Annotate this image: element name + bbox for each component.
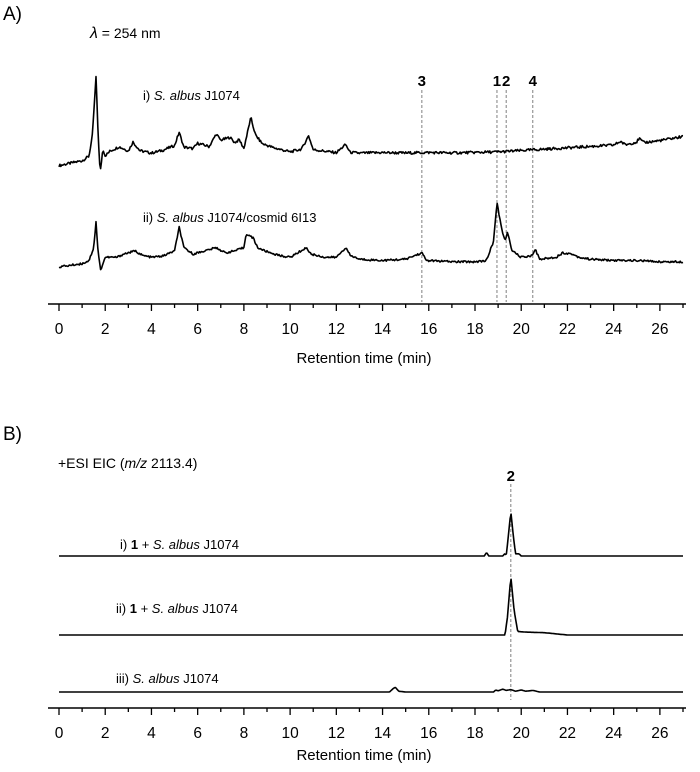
wavelength-value: = 254 nm <box>98 25 161 41</box>
panel-b-trace-i <box>59 513 683 557</box>
trace-label-part: 1 <box>131 537 138 552</box>
trace-label-part: S. albus <box>133 671 180 686</box>
x-tick-label: 0 <box>55 321 64 338</box>
panel-b-label: B) <box>3 424 22 445</box>
peak-label: 3 <box>418 73 426 90</box>
x-tick-label: 26 <box>651 725 668 742</box>
x-tick-label: 24 <box>605 725 623 742</box>
x-tick-label: 10 <box>281 725 299 742</box>
trace-label-part: J1074/cosmid 6I13 <box>204 210 317 225</box>
panel-b-x-ticks: 0 2 4 6 8 10 12 14 16 18 20 22 24 26 <box>55 708 684 742</box>
trace-label-part: J1074 <box>201 88 240 103</box>
panel-a-trace-ii <box>58 202 684 271</box>
x-tick-label: 12 <box>328 321 345 338</box>
trace-label-part: S. albus <box>152 601 199 616</box>
x-tick-label: 0 <box>55 725 64 742</box>
annotation-part: +ESI EIC ( <box>58 455 125 471</box>
wavelength-annotation: λ = 254 nm <box>89 25 161 42</box>
panel-b-trace-label-iii: iii) S. albus J1074 <box>116 671 219 686</box>
x-tick-label: 8 <box>240 321 249 338</box>
trace-label-part: iii) <box>116 671 133 686</box>
trace-label-part: S. albus <box>154 88 201 103</box>
x-tick-label: 16 <box>420 321 437 338</box>
x-tick-label: 4 <box>147 321 156 338</box>
x-tick-label: 14 <box>374 321 392 338</box>
x-tick-label: 24 <box>605 321 623 338</box>
x-tick-label: 22 <box>559 321 576 338</box>
x-tick-label: 6 <box>193 725 202 742</box>
panel-a-trace-label-i: i) S. albus J1074 <box>143 88 240 103</box>
trace-label-part: S. albus <box>153 537 200 552</box>
trace-label-part: 1 <box>130 601 137 616</box>
trace-label-part: + <box>138 537 153 552</box>
panel-b-reference-lines: 2 <box>507 468 515 700</box>
trace-label-part: J1074 <box>200 537 239 552</box>
x-tick-label: 4 <box>147 725 156 742</box>
x-tick-label: 2 <box>101 725 110 742</box>
x-tick-label: 2 <box>101 321 110 338</box>
trace-label-part: i) <box>120 537 131 552</box>
x-tick-label: 20 <box>513 725 531 742</box>
x-tick-label: 18 <box>466 321 483 338</box>
panel-b-x-axis-title: Retention time (min) <box>296 747 431 764</box>
peak-label: 2 <box>507 468 515 485</box>
panel-a-x-axis-title: Retention time (min) <box>296 350 431 367</box>
trace-label-part: + <box>137 601 152 616</box>
panel-a-x-ticks: 0 2 4 6 8 10 12 14 16 18 20 22 24 26 <box>55 304 684 338</box>
panel-a-x-axis: 0 2 4 6 8 10 12 14 16 18 20 22 24 26 <box>48 303 686 338</box>
panel-b-trace-ii <box>59 578 683 636</box>
x-tick-label: 8 <box>240 725 249 742</box>
panel-a-trace-label-ii: ii) S. albus J1074/cosmid 6I13 <box>143 210 316 225</box>
panel-a-label: A) <box>3 4 22 25</box>
trace-label-part: J1074 <box>180 671 219 686</box>
annotation-part: 2113.4) <box>147 455 197 471</box>
trace-label-part: ii) <box>143 210 157 225</box>
x-tick-label: 14 <box>374 725 392 742</box>
peak-label: 1 <box>493 73 501 90</box>
wavelength-symbol: λ <box>89 25 98 42</box>
x-tick-label: 10 <box>281 321 299 338</box>
x-tick-label: 20 <box>513 321 531 338</box>
x-tick-label: 22 <box>559 725 576 742</box>
trace-label-part: J1074 <box>199 601 238 616</box>
panel-b: B) +ESI EIC (m/z 2113.4) 2 i) 1 + S. alb… <box>3 424 686 764</box>
panel-b-trace-iii <box>59 686 683 693</box>
x-tick-label: 12 <box>328 725 345 742</box>
x-tick-label: 16 <box>420 725 437 742</box>
trace-label-part: ii) <box>116 601 130 616</box>
peak-label: 4 <box>529 73 538 90</box>
x-tick-label: 6 <box>193 321 202 338</box>
panel-a-trace-i <box>58 75 684 170</box>
panel-b-x-axis: 0 2 4 6 8 10 12 14 16 18 20 22 24 26 <box>48 707 686 742</box>
trace-label-part: i) <box>143 88 154 103</box>
annotation-part: m/z <box>125 455 148 471</box>
panel-b-trace-label-ii: ii) 1 + S. albus J1074 <box>116 601 238 616</box>
panel-b-trace-label-i: i) 1 + S. albus J1074 <box>120 537 239 552</box>
x-tick-label: 26 <box>651 321 668 338</box>
x-tick-label: 18 <box>466 725 483 742</box>
peak-label: 2 <box>502 73 510 90</box>
trace-label-part: S. albus <box>157 210 204 225</box>
ion-extraction-annotation: +ESI EIC (m/z 2113.4) <box>58 455 197 471</box>
